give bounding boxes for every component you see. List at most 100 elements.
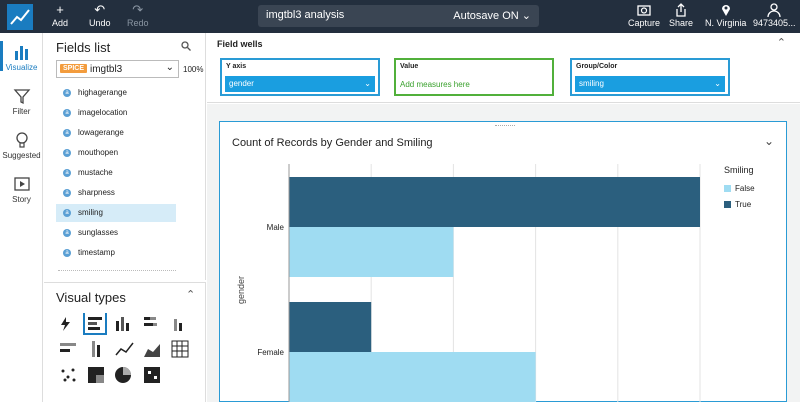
search-icon[interactable] (181, 41, 191, 51)
legend-swatch-true (724, 201, 731, 209)
top-bar: + Add ↶ Undo ↷ Redo imgtbl3 analysis Aut… (0, 0, 800, 33)
funnel-icon (13, 89, 30, 105)
heat-map-icon (144, 367, 160, 383)
field-item-sharpness[interactable]: a sharpness (56, 184, 176, 202)
field-item-imagelocation[interactable]: a imagelocation (56, 104, 176, 122)
pivot-table-icon (171, 340, 189, 358)
vertical-bar-icon (116, 317, 129, 331)
area-chart-icon (144, 344, 160, 357)
group-field-pill[interactable]: smiling ⌄ (575, 76, 725, 92)
panel-resize-handle[interactable] (58, 270, 176, 271)
collapse-chevron-icon[interactable]: ⌃ (776, 37, 786, 49)
rail-item-filter[interactable]: Filter (0, 87, 43, 116)
y-axis-title: gender (236, 276, 246, 304)
redo-button[interactable]: ↷ Redo (127, 2, 149, 28)
autograph-icon (61, 317, 70, 331)
pie-chart-icon (115, 367, 131, 383)
account-button[interactable]: 9473405... (753, 2, 796, 28)
line-chart-icon (115, 342, 134, 356)
chevron-down-icon: ⌄ (364, 79, 371, 88)
field-item-highagerange[interactable]: a highagerange (56, 84, 176, 102)
horizontal-bar-icon (88, 317, 102, 330)
value-well-placeholder: Add measures here (400, 80, 470, 89)
lightbulb-icon (15, 132, 28, 148)
autosave-toggle[interactable]: Autosave ON ⌄ (453, 10, 531, 22)
bar-chart-icon (14, 46, 28, 60)
tree-map-icon (88, 367, 104, 383)
string-field-icon: a (63, 189, 71, 197)
percent-bar-icon (60, 343, 76, 352)
y-axis-field-pill[interactable]: gender ⌄ (225, 76, 375, 92)
region-button[interactable]: N. Virginia (705, 2, 746, 28)
quicksight-logo-icon[interactable] (7, 4, 33, 30)
string-field-icon: a (63, 249, 71, 257)
legend-item-false[interactable]: False (724, 184, 755, 193)
string-field-icon: a (63, 109, 71, 117)
legend-title: Smiling (724, 165, 754, 175)
collapse-chevron-icon[interactable]: ⌃ (186, 289, 196, 301)
field-item-timestamp[interactable]: a timestamp (56, 244, 176, 262)
camera-icon (637, 5, 651, 16)
stacked-bar-icon (144, 317, 157, 326)
category-label-female: Female (257, 348, 284, 357)
left-rail: Visualize Filter Suggested Story (0, 33, 43, 402)
bar-male-true[interactable] (289, 177, 700, 227)
chevron-down-icon: ⌄ (714, 79, 721, 88)
scatter-plot-icon (61, 368, 76, 382)
bar-chart: gender Male Female (236, 164, 701, 402)
value-well[interactable]: Value Add measures here (394, 58, 554, 96)
rail-item-story[interactable]: Story (0, 175, 43, 204)
map-pin-icon (721, 5, 730, 16)
analysis-name-box[interactable]: imgtbl3 analysis Autosave ON ⌄ (258, 5, 539, 27)
field-item-sunglasses[interactable]: a sunglasses (56, 224, 176, 242)
visual-types-title: Visual types (56, 290, 126, 305)
share-icon (676, 3, 686, 17)
visual-title: Count of Records by Gender and Smiling (232, 137, 433, 149)
field-wells: Field wells ⌃ Y axis gender ⌄ Value Add … (207, 33, 800, 103)
field-item-smiling[interactable]: a smiling (56, 204, 176, 222)
bar-male-false[interactable] (289, 227, 454, 277)
y-axis-well[interactable]: Y axis gender ⌄ (220, 58, 380, 96)
field-item-mustache[interactable]: a mustache (56, 164, 176, 182)
chevron-down-icon: ⌄ (521, 10, 531, 22)
plus-icon: + (56, 2, 64, 17)
string-field-icon: a (63, 89, 71, 97)
percent-column-icon (92, 341, 100, 357)
field-wells-title: Field wells (217, 39, 263, 49)
rail-item-visualize[interactable]: Visualize (0, 41, 43, 72)
horizontal-bar-selected-icon (83, 313, 107, 335)
redo-icon: ↷ (132, 2, 144, 17)
add-button[interactable]: + Add (52, 2, 69, 28)
string-field-icon: a (63, 169, 71, 177)
field-item-mouthopen[interactable]: a mouthopen (56, 144, 176, 162)
visual-menu-chevron-icon[interactable]: ⌄ (763, 134, 774, 148)
undo-button[interactable]: ↶ Undo (89, 2, 111, 28)
visual-types-panel: Visual types ⌃ (44, 282, 206, 402)
visual-type-grid (60, 313, 189, 383)
chevron-down-icon: ⌄ (165, 62, 174, 73)
undo-icon: ↶ (94, 2, 106, 17)
fields-list-title: Fields list (56, 40, 111, 55)
legend-swatch-false (724, 185, 731, 193)
string-field-icon: a (63, 209, 71, 217)
string-field-icon: a (63, 229, 71, 237)
group-color-well[interactable]: Group/Color smiling ⌄ (570, 58, 730, 96)
capture-button[interactable]: Capture (628, 2, 660, 28)
string-field-icon: a (63, 149, 71, 157)
rail-item-suggested[interactable]: Suggested (0, 131, 43, 160)
share-button[interactable]: Share (669, 2, 693, 28)
legend-item-true[interactable]: True (724, 200, 751, 209)
bar-female-true[interactable] (289, 302, 372, 352)
analysis-name[interactable]: imgtbl3 analysis (266, 9, 345, 21)
user-icon (767, 3, 781, 18)
category-label-male: Male (267, 223, 285, 232)
dataset-name: imgtbl3 (90, 64, 123, 75)
spice-percent: 100% (183, 65, 204, 74)
stacked-column-icon (174, 319, 182, 331)
bar-female-false[interactable] (289, 352, 536, 402)
string-field-icon: a (63, 129, 71, 137)
drag-handle[interactable] (495, 125, 515, 126)
dataset-select[interactable]: SPICE imgtbl3 ⌄ (56, 60, 179, 78)
field-item-lowagerange[interactable]: a lowagerange (56, 124, 176, 142)
spice-badge: SPICE (60, 64, 88, 73)
